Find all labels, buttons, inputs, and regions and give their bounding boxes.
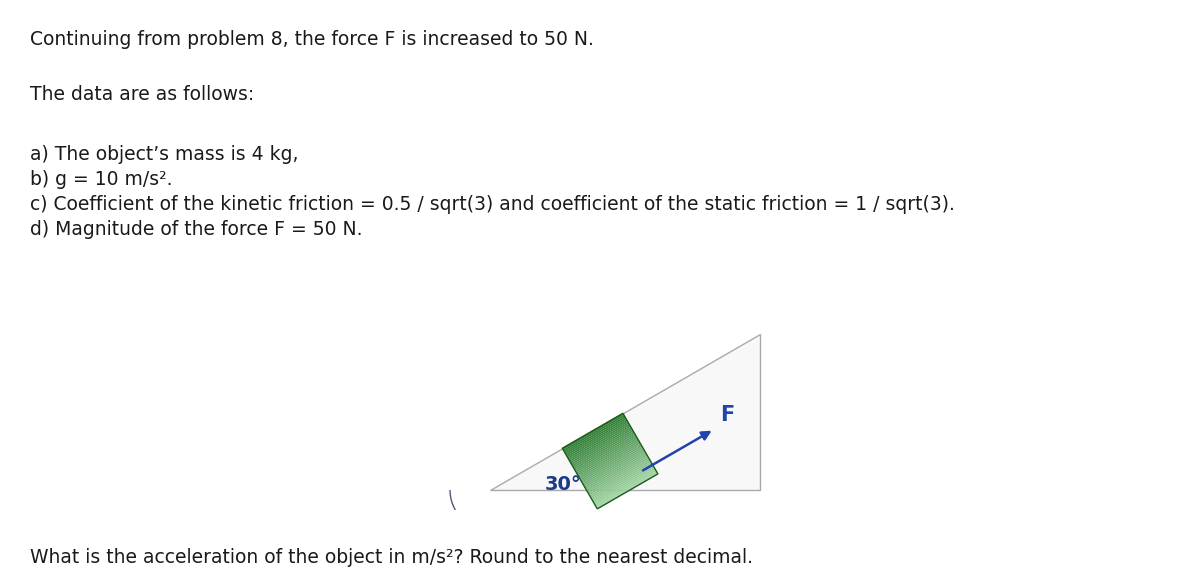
Polygon shape bbox=[590, 462, 652, 498]
Text: d) Magnitude of the force F = 50 N.: d) Magnitude of the force F = 50 N. bbox=[30, 220, 362, 239]
Text: The data are as follows:: The data are as follows: bbox=[30, 85, 254, 104]
Polygon shape bbox=[563, 413, 624, 450]
Polygon shape bbox=[587, 456, 648, 492]
Polygon shape bbox=[568, 423, 629, 459]
Polygon shape bbox=[572, 431, 635, 468]
Polygon shape bbox=[569, 425, 631, 462]
Polygon shape bbox=[578, 441, 640, 477]
Text: b) g = 10 m/s².: b) g = 10 m/s². bbox=[30, 170, 173, 189]
Polygon shape bbox=[581, 445, 642, 482]
Polygon shape bbox=[563, 415, 625, 451]
Polygon shape bbox=[570, 427, 631, 464]
Polygon shape bbox=[589, 460, 650, 497]
Polygon shape bbox=[578, 442, 641, 479]
Polygon shape bbox=[572, 430, 634, 466]
Polygon shape bbox=[588, 457, 649, 494]
Polygon shape bbox=[586, 452, 647, 489]
Polygon shape bbox=[490, 334, 760, 490]
Polygon shape bbox=[595, 469, 656, 506]
Polygon shape bbox=[594, 468, 655, 505]
Polygon shape bbox=[582, 447, 643, 483]
Text: Continuing from problem 8, the force F is increased to 50 N.: Continuing from problem 8, the force F i… bbox=[30, 30, 594, 49]
Polygon shape bbox=[580, 444, 641, 480]
Polygon shape bbox=[571, 428, 632, 465]
Polygon shape bbox=[596, 472, 658, 509]
Text: F: F bbox=[720, 406, 734, 425]
Text: a) The object’s mass is 4 kg,: a) The object’s mass is 4 kg, bbox=[30, 145, 299, 164]
Polygon shape bbox=[586, 454, 648, 490]
Text: c) Coefficient of the kinetic friction = 0.5 / sqrt(3) and coefficient of the st: c) Coefficient of the kinetic friction =… bbox=[30, 195, 955, 214]
Polygon shape bbox=[593, 466, 654, 503]
Text: 30°: 30° bbox=[545, 475, 582, 494]
Polygon shape bbox=[576, 436, 637, 472]
Polygon shape bbox=[577, 439, 638, 476]
Polygon shape bbox=[575, 434, 636, 471]
Polygon shape bbox=[592, 465, 654, 501]
Polygon shape bbox=[565, 418, 626, 454]
Polygon shape bbox=[564, 416, 625, 453]
Polygon shape bbox=[569, 424, 630, 461]
Polygon shape bbox=[584, 451, 646, 488]
Polygon shape bbox=[588, 459, 650, 495]
Polygon shape bbox=[566, 421, 628, 457]
Polygon shape bbox=[574, 433, 635, 469]
Polygon shape bbox=[582, 448, 644, 485]
Polygon shape bbox=[565, 420, 628, 456]
Polygon shape bbox=[583, 449, 644, 486]
Polygon shape bbox=[592, 464, 653, 500]
Polygon shape bbox=[576, 438, 637, 474]
Polygon shape bbox=[595, 471, 658, 507]
Text: What is the acceleration of the object in m/s²? Round to the nearest decimal.: What is the acceleration of the object i… bbox=[30, 548, 754, 567]
